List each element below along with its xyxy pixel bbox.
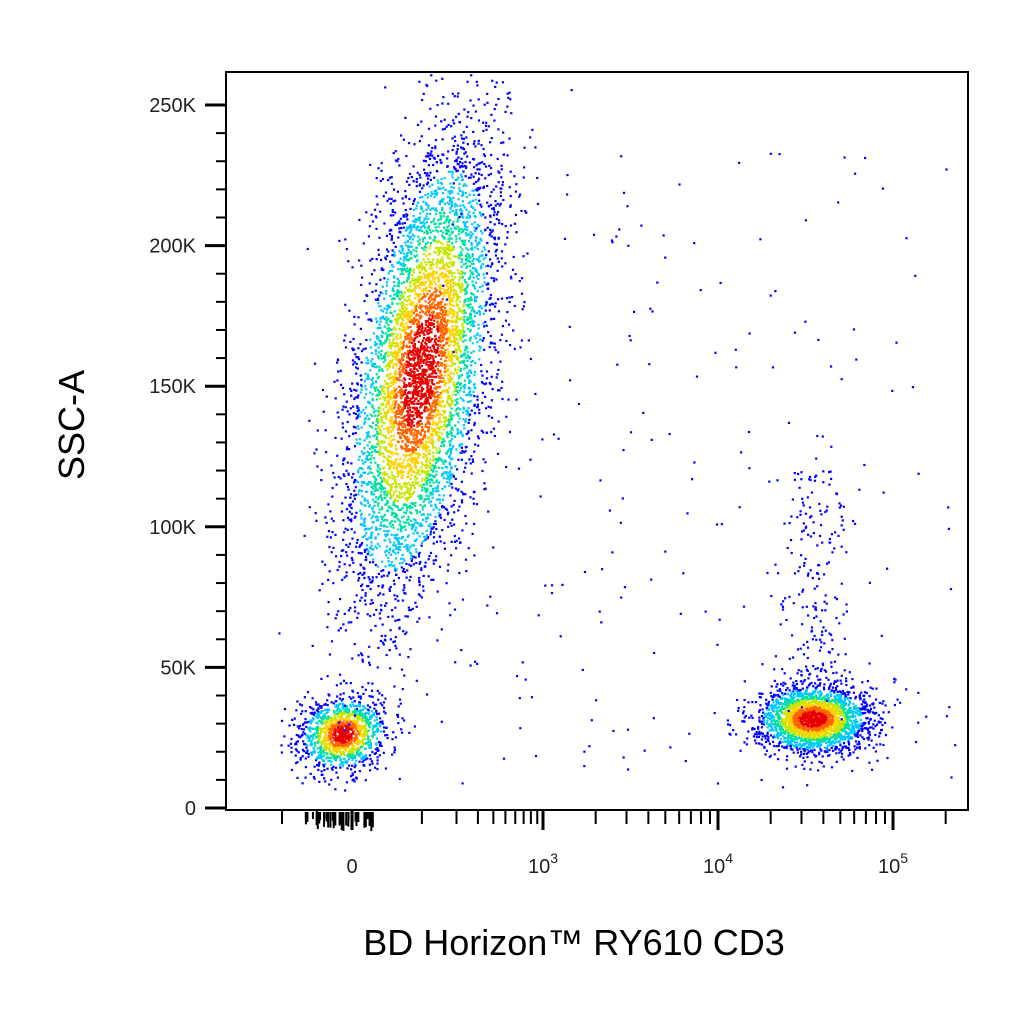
- x-axis-title: BD Horizon™ RY610 CD3: [363, 922, 785, 963]
- y-axis-title: SSC-A: [51, 370, 92, 480]
- y-tick-label: 200K: [149, 236, 196, 258]
- y-tick-label: 250K: [149, 95, 196, 117]
- event-dots: [278, 74, 957, 792]
- y-tick-label: 100K: [149, 517, 196, 539]
- x-tick-label: 0: [346, 856, 357, 878]
- y-tick-label: 50K: [160, 657, 196, 679]
- y-tick-label: 0: [185, 798, 196, 820]
- y-tick-label: 150K: [149, 376, 196, 398]
- x-tick-label: 105: [878, 850, 908, 878]
- x-axis: 0 103 104 105: [281, 810, 947, 878]
- x-tick-label: 103: [528, 850, 558, 878]
- x-tick-label: 104: [703, 850, 733, 878]
- y-axis: 0 50K 100K 150K 200K 250K: [149, 95, 226, 820]
- plot-frame: [225, 71, 969, 811]
